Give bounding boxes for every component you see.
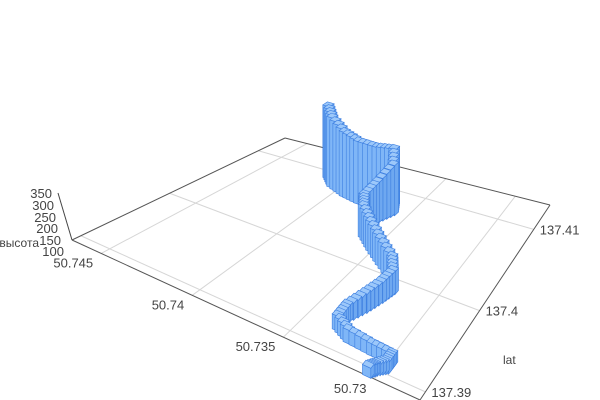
bars [322, 101, 401, 380]
x-tick-label: 50.73 [334, 381, 367, 396]
x-tick-label: 50.745 [53, 255, 93, 270]
z-axis: 350 300 250 200 150 100 высота [0, 186, 73, 259]
z-tick-label: 250 [34, 210, 56, 225]
bar-face-top [387, 159, 400, 167]
bar-face-top [387, 155, 400, 163]
x-tick-label: 50.74 [152, 297, 185, 312]
z-tick-label: 100 [42, 244, 64, 259]
z-tick-label: 200 [36, 221, 58, 236]
bar-face-top [387, 151, 400, 159]
bar-face-side [390, 165, 396, 219]
y-axis-title: lat [503, 353, 516, 367]
bar-face-top [388, 143, 401, 151]
grid-line-x [283, 178, 447, 338]
grid-line-x [100, 143, 308, 254]
y-axis-ticks: 137.39 137.4 137.41 [431, 222, 579, 400]
y-tick-label: 137.41 [540, 222, 580, 237]
grid-line-x [374, 195, 516, 380]
floor-edges [71, 137, 551, 400]
floor-edge [71, 137, 286, 241]
floor-grid [80, 143, 534, 393]
z-tick-label: 350 [30, 186, 52, 201]
bar-face-side [386, 169, 392, 220]
floor-edge [71, 239, 421, 400]
bar-face-top [383, 163, 396, 171]
z-tick-label: 150 [39, 233, 61, 248]
bar-face-side [394, 161, 399, 217]
bar-face-top [361, 359, 375, 369]
x-tick-label: 50.735 [236, 339, 276, 354]
x-axis-ticks: 50.745 50.74 50.735 50.73 [53, 255, 366, 396]
z-axis-line [57, 192, 73, 241]
y-tick-label: 137.4 [486, 304, 519, 319]
grid-line-y [169, 192, 480, 312]
bar-face-side [382, 174, 388, 222]
bar-face-top [379, 168, 392, 175]
bar-face-top [375, 172, 388, 179]
y-tick-label: 137.39 [431, 385, 471, 400]
bar-face-top [387, 147, 400, 155]
z-tick-label: 300 [32, 198, 54, 213]
z-axis-title: высота [0, 236, 39, 250]
floor-edge [419, 204, 551, 400]
